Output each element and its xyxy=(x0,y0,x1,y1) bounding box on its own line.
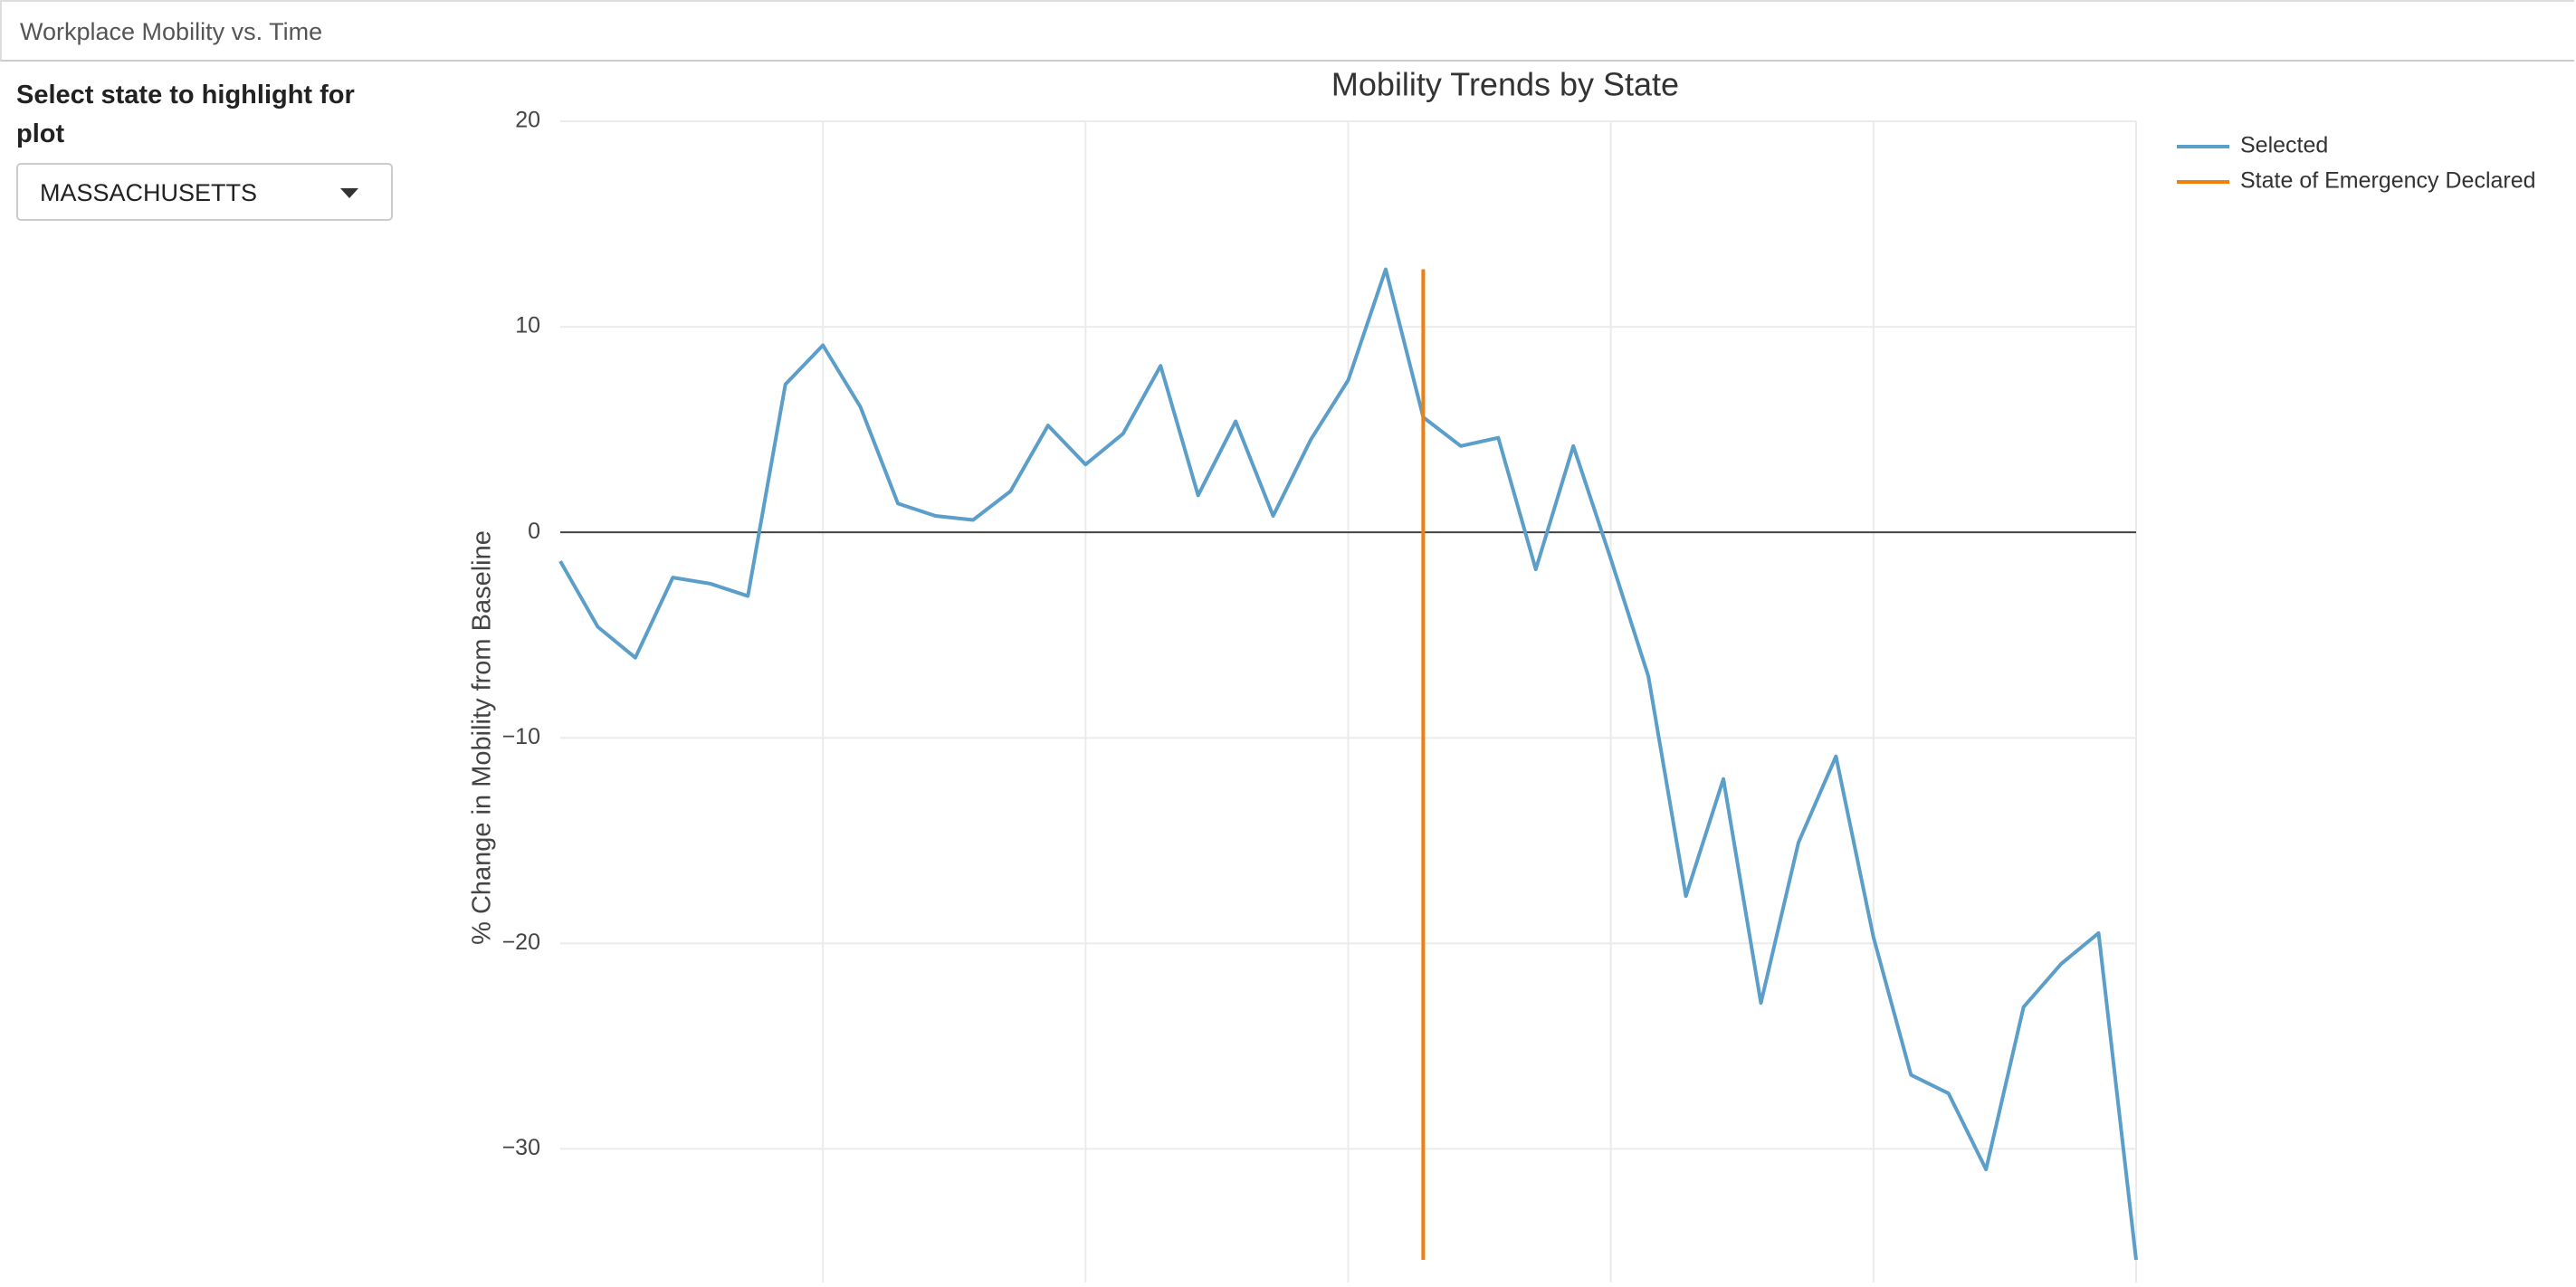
y-axis-title: % Change in Mobility from Baseline xyxy=(468,530,497,945)
header-title: Workplace Mobility vs. Time xyxy=(20,18,323,45)
header: Workplace Mobility vs. Time xyxy=(0,0,2574,62)
dropdown-value: MASSACHUSETTS xyxy=(40,179,258,206)
series-line xyxy=(558,267,2138,1261)
select-label: Select state to highlight for plot xyxy=(16,81,355,148)
y-tick-label: −10 xyxy=(502,724,540,749)
y-tick-label: 10 xyxy=(515,313,540,338)
y-tick-label: −20 xyxy=(502,930,540,955)
dropdown-arrow xyxy=(340,188,358,198)
y-tick-label: 0 xyxy=(528,519,540,544)
legend-label: Selected xyxy=(2240,133,2328,158)
state-dropdown[interactable]: MASSACHUSETTS xyxy=(16,163,393,221)
y-tick-label: 20 xyxy=(515,108,540,133)
y-tick-label: −30 xyxy=(502,1135,540,1160)
chart-title: Mobility Trends by State xyxy=(1331,66,1679,103)
legend-label: State of Emergency Declared xyxy=(2240,168,2536,194)
